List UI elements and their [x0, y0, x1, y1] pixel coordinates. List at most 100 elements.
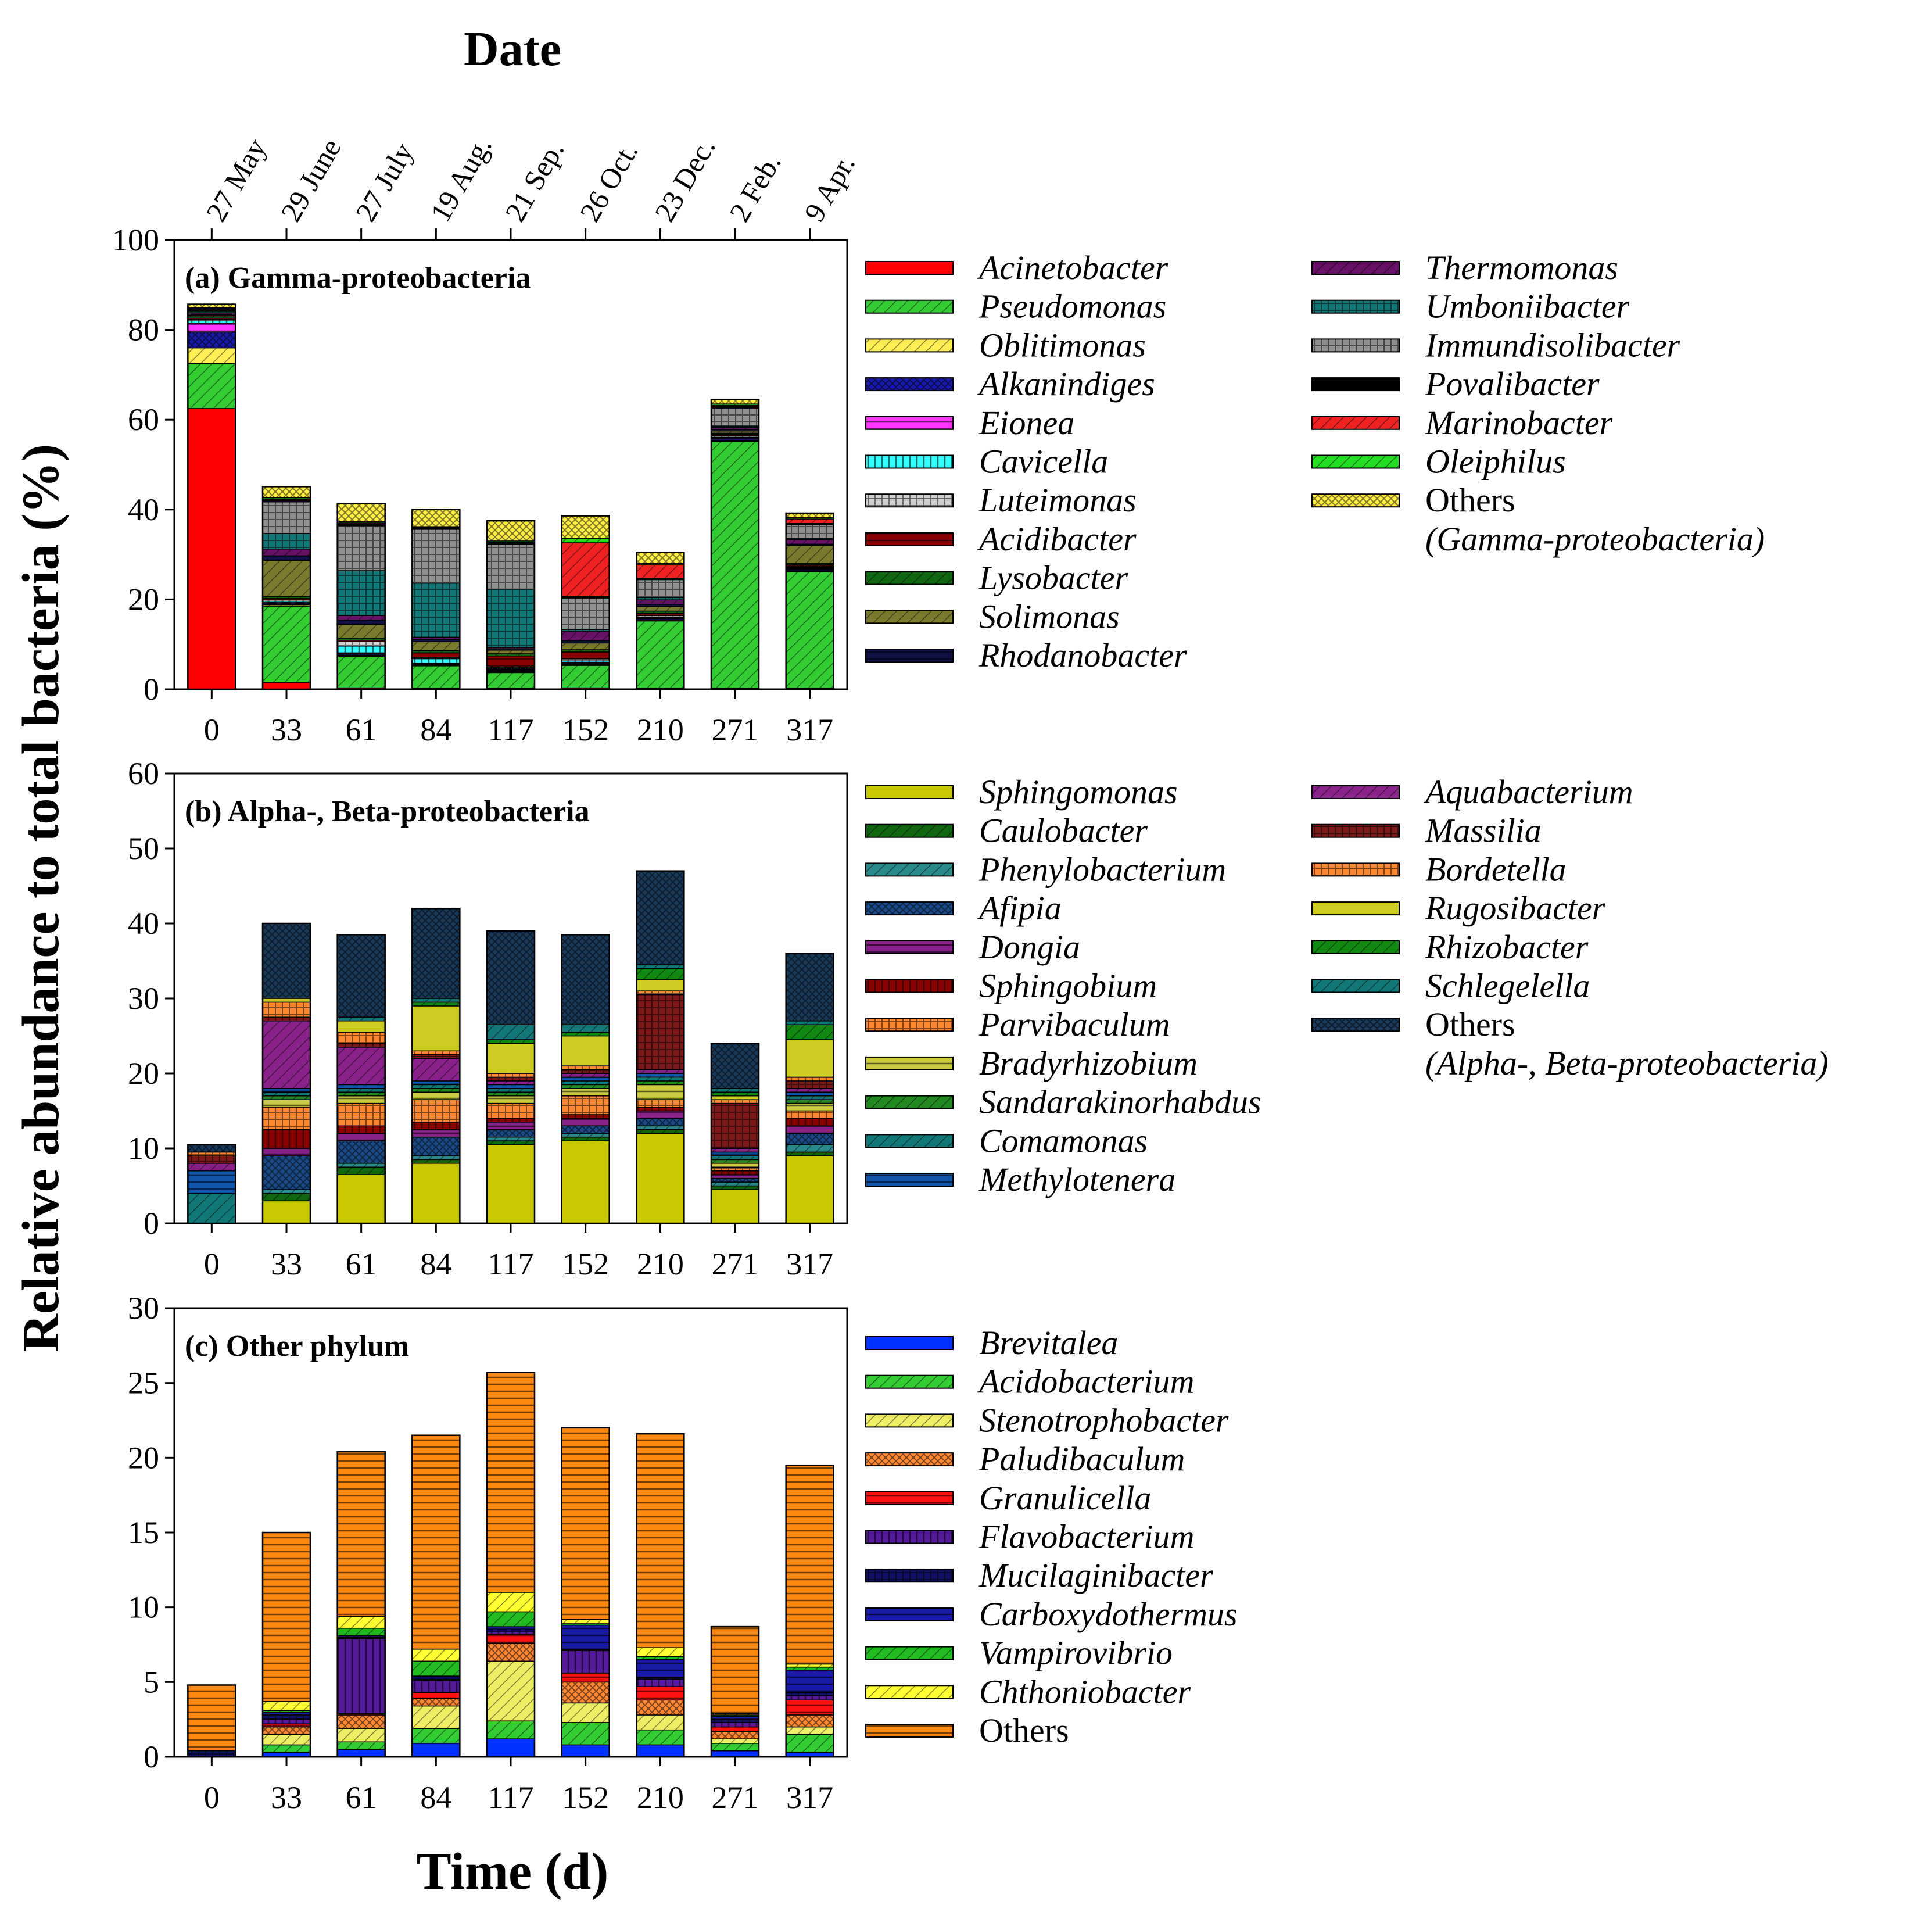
bar-segment-hatch — [188, 1170, 236, 1194]
bar-segment-hatch — [711, 1743, 759, 1751]
bar-segment-rugosibacter — [411, 1005, 461, 1052]
bar-segment-hatch — [561, 1088, 610, 1096]
bar-segment-hatch — [711, 1627, 759, 1714]
x-tick-label: 317 — [786, 1247, 833, 1281]
bar-segment-rugosibacter — [711, 1095, 759, 1100]
bar-segment-hatch — [263, 923, 310, 998]
bar-segment-hatch — [412, 1058, 460, 1081]
bar-segment-hatch — [337, 1637, 385, 1639]
bar-segment-hatch — [263, 601, 310, 603]
bar-segment-hatch — [786, 1080, 834, 1089]
legend-swatch-hatch — [1312, 1018, 1399, 1032]
legend-label: Others — [979, 1712, 1069, 1749]
legend-1: AcinetobacterPseudomonasOblitimonasAlkan… — [865, 249, 1765, 674]
date-label: 2 Feb. — [723, 148, 787, 227]
bar-segment-hatch — [636, 1073, 684, 1077]
bar-segment-hatch — [561, 649, 610, 652]
bar-segment-hatch — [487, 668, 535, 670]
bar-segment-hatch — [337, 1742, 385, 1750]
bar-segment-hatch — [786, 1700, 834, 1715]
bar-segment-hatch — [561, 1077, 610, 1081]
bar-segment-hatch — [636, 1730, 684, 1745]
bar-segment-hatch — [786, 1100, 834, 1104]
bar-segment-hatch — [263, 1092, 310, 1096]
legend-swatch-hatch — [866, 300, 953, 313]
bar-segment-hatch — [711, 434, 759, 436]
bar-segment-hatch — [487, 650, 535, 654]
bar-segment-hatch — [711, 1163, 759, 1168]
bar-segment-hatch — [263, 1727, 310, 1735]
bar-segment-rugosibacter — [785, 1039, 834, 1078]
bar-segment-hatch — [711, 1103, 759, 1148]
x-tick-label: 117 — [488, 1247, 534, 1281]
bar-segment-hatch — [561, 1073, 610, 1077]
bar-segment-hatch — [786, 1667, 834, 1670]
y-tick-label: 0 — [144, 1206, 159, 1241]
bar-segment-hatch — [487, 1631, 535, 1634]
bar-segment-hatch — [337, 521, 385, 523]
y-tick-label: 30 — [128, 1291, 159, 1326]
bar-segment-hatch — [786, 569, 834, 571]
bar-segment-hatch — [561, 598, 610, 630]
bar-segment-hatch — [337, 1167, 385, 1175]
bar-segment-hatch — [636, 964, 684, 969]
bar-segment-hatch — [412, 658, 460, 664]
bar-segment-hatch — [487, 1080, 535, 1085]
panel-3: 0 5 10 15 20 25 30 0 33 61 84 117 152 210 271 317 (c) Ot… — [128, 1291, 1238, 1815]
legend-label: Phenylobacterium — [978, 850, 1226, 888]
bar-segment-brevitalea — [336, 1749, 386, 1757]
legend-swatch-hatch — [866, 1607, 953, 1621]
bar-segment-hatch — [337, 1088, 385, 1093]
panel-title: (c) Other phylum — [185, 1330, 409, 1363]
legend-label: Granulicella — [979, 1479, 1151, 1517]
x-tick-label: 117 — [488, 1780, 534, 1815]
legend-label: Aquabacterium — [1423, 773, 1633, 811]
bar-segment-hatch — [561, 1623, 610, 1625]
legend-label: Massilia — [1425, 812, 1542, 850]
bar-segment-hatch — [711, 433, 759, 435]
bar-segment-hatch — [412, 657, 460, 659]
y-tick-label: 100 — [112, 223, 159, 257]
bar-segment-hatch — [636, 618, 684, 619]
bar-segment-hatch — [337, 1032, 385, 1044]
bar-segment-hatch — [337, 1047, 385, 1085]
date-label: 26 Oct. — [573, 137, 644, 227]
bar-segment-hatch — [636, 615, 684, 617]
legend-swatch-hatch — [1312, 863, 1399, 876]
bar-segment-hatch — [636, 1107, 684, 1111]
bar-segment-hatch — [263, 603, 310, 605]
bar-segment-hatch — [188, 1193, 236, 1223]
bar-segment-hatch — [337, 1452, 385, 1617]
bar-segment-hatch — [561, 1080, 610, 1085]
bar-segment-hatch — [188, 314, 236, 316]
bar-segment-hatch — [412, 665, 460, 689]
legend-swatch-hatch — [866, 824, 953, 837]
bar-segment-hatch — [337, 655, 385, 657]
bar-segment-hatch — [636, 1080, 684, 1085]
bar-segment-hatch — [636, 1679, 684, 1687]
bar-segment-hatch — [636, 968, 684, 980]
bar-segment-hatch — [561, 1084, 610, 1089]
bar-segment-hatch — [412, 639, 460, 642]
bar-segment-hatch — [786, 1465, 834, 1664]
legend-label: Rhizobacter — [1425, 928, 1589, 966]
bar-segment-hatch — [412, 1100, 460, 1122]
bar-segment-hatch — [561, 1095, 610, 1115]
bar-segment-hatch — [487, 930, 535, 1025]
bar-segment-hatch — [487, 671, 535, 673]
legend-label: Others — [1425, 481, 1515, 519]
bar-segment-hatch — [337, 1133, 385, 1141]
bar-segment-hatch — [412, 1661, 460, 1677]
bar-segment-sphingomonas — [785, 1155, 834, 1224]
legend-swatch-hatch — [866, 863, 953, 876]
bar-segment-hatch — [561, 665, 610, 688]
bar-segment-hatch — [337, 1126, 385, 1134]
bar-segment-hatch — [561, 1137, 610, 1141]
bar-segment-hatch — [711, 436, 759, 438]
bar-segment-hatch — [711, 408, 759, 427]
x-tick-label: 61 — [346, 712, 377, 747]
bar-segment-hatch — [711, 1178, 759, 1183]
bar-segment-hatch — [337, 620, 385, 625]
legend-label: Afipia — [977, 889, 1062, 927]
bar-segment-hatch — [412, 1728, 460, 1743]
